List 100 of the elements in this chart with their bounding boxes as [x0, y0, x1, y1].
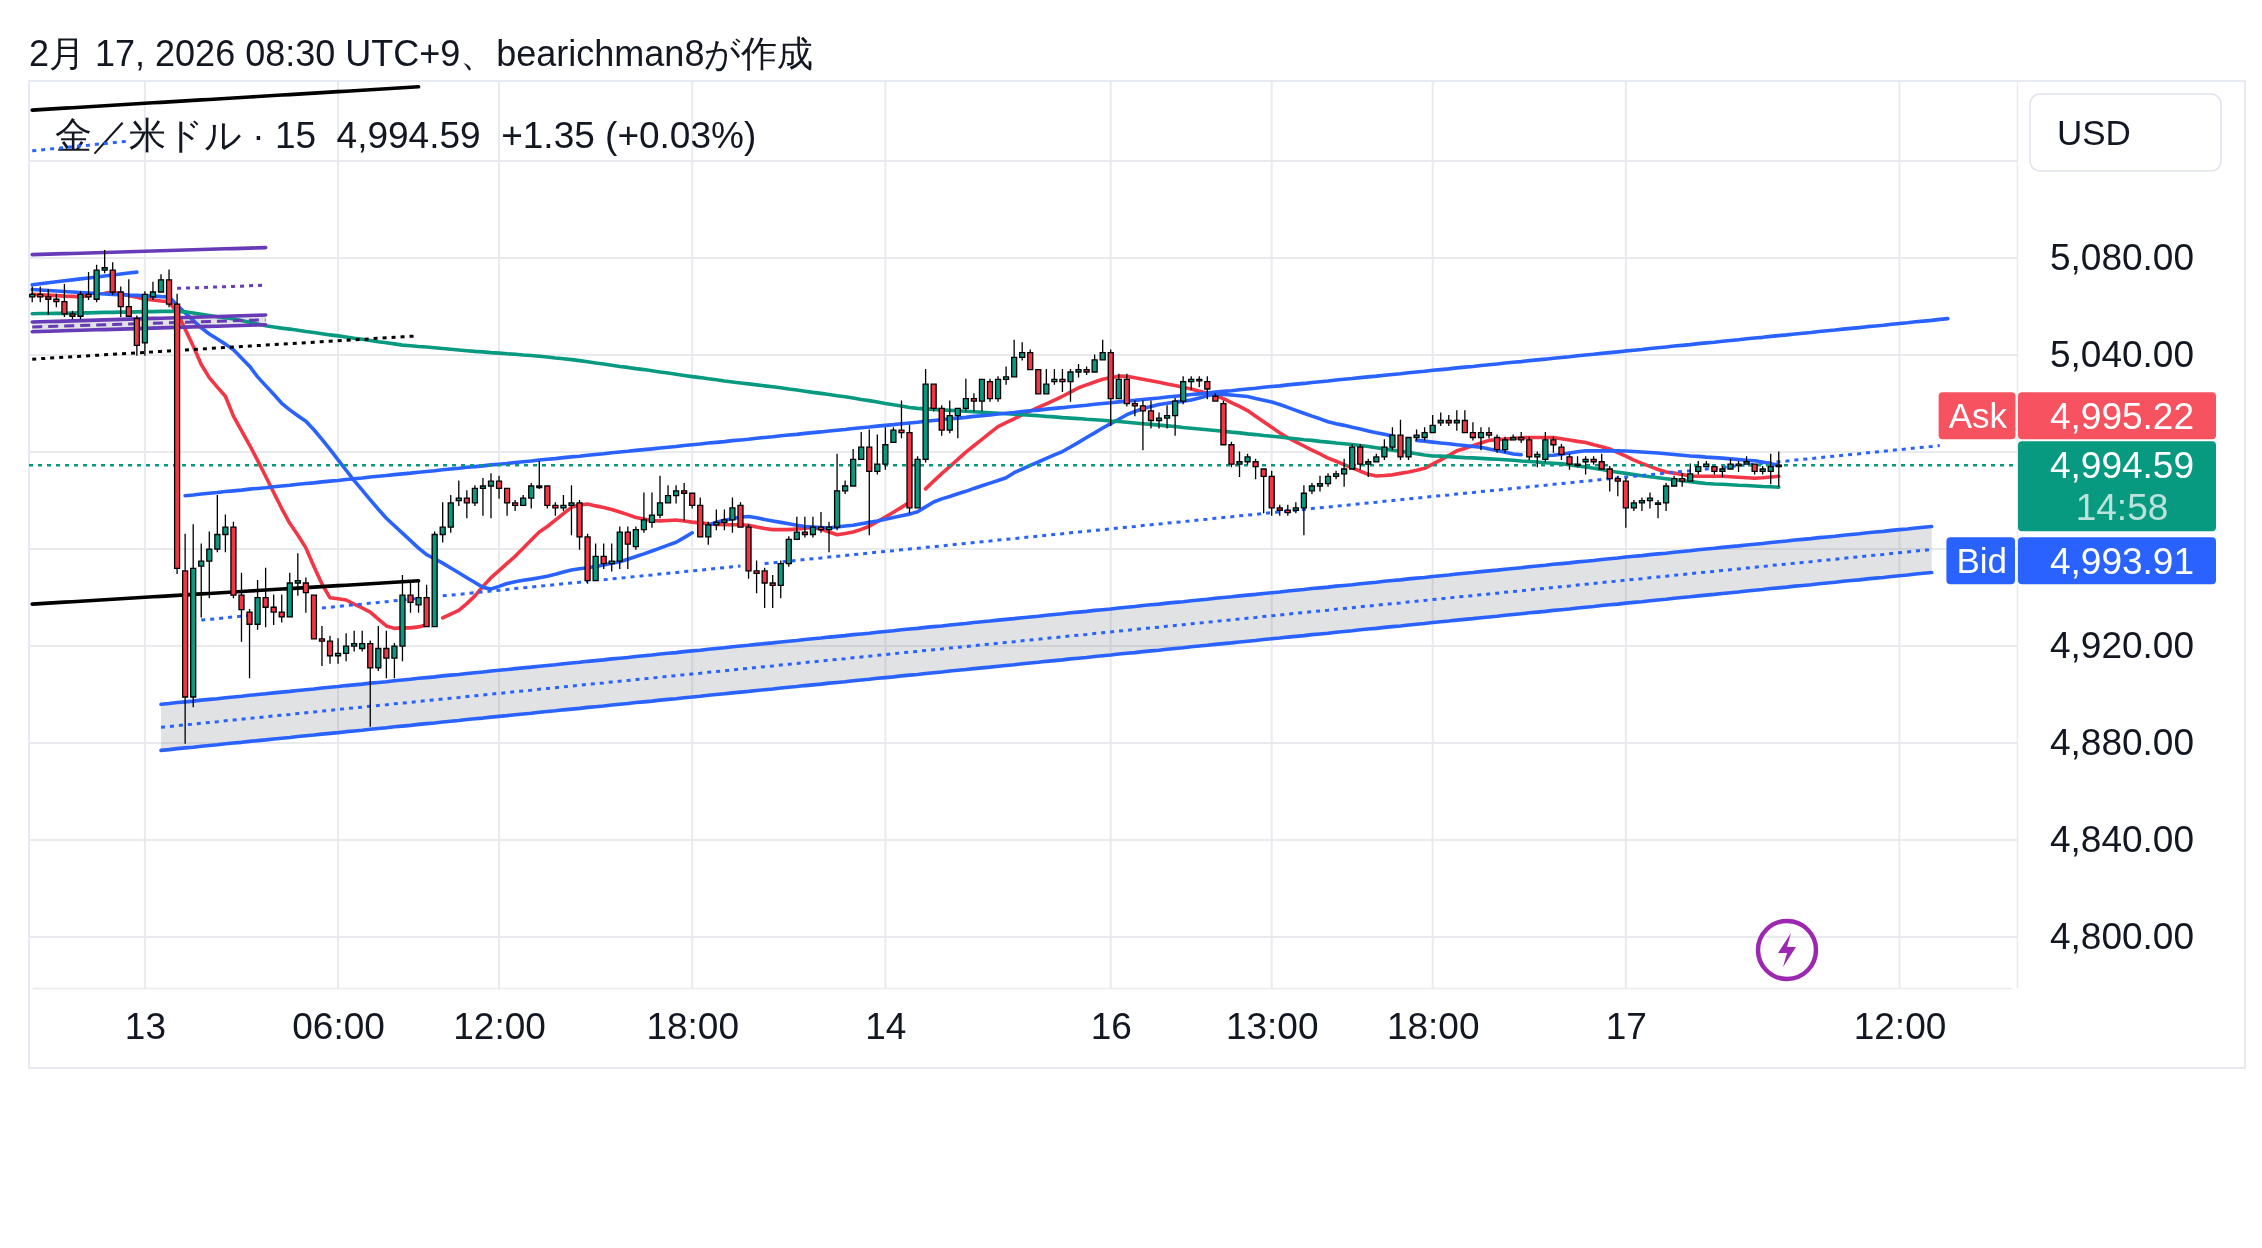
candlestick [520, 495, 527, 507]
candlestick [310, 594, 318, 640]
candlestick [1598, 453, 1605, 470]
text: 4,993.91 [2049, 541, 2195, 583]
candlestick [1308, 482, 1316, 494]
candlestick [1550, 436, 1557, 453]
candlestick [1662, 482, 1670, 511]
candlestick [1332, 470, 1340, 480]
candlestick [1558, 444, 1565, 460]
candlestick [858, 431, 865, 460]
candlestick [1316, 475, 1324, 492]
candlestick [1622, 478, 1629, 528]
y-tick-label: 5,040.00 [2049, 334, 2195, 376]
line-series [30, 313, 268, 324]
candlestick [1180, 376, 1187, 405]
candlestick [1163, 405, 1171, 429]
candlestick [713, 509, 720, 531]
candlestick [1638, 497, 1646, 511]
candlestick [689, 492, 696, 509]
annotation: Bid [1956, 541, 2007, 581]
candlestick [1759, 465, 1766, 475]
candlestick [1147, 400, 1155, 429]
candlestick [841, 480, 849, 494]
candlestick [495, 475, 503, 499]
candlestick [930, 383, 937, 412]
candlestick [817, 512, 825, 533]
candlestick [624, 526, 631, 570]
candlestick [455, 480, 462, 507]
candlestick [1099, 339, 1106, 361]
candlestick [1445, 415, 1452, 427]
candlestick [1679, 473, 1686, 487]
candlestick [1542, 431, 1549, 463]
candlestick [809, 516, 817, 538]
candlestick [1139, 400, 1147, 451]
candlestick [1437, 412, 1444, 427]
y-tick-label: 4,840.00 [2049, 819, 2195, 861]
candlestick [1292, 502, 1299, 514]
line-series [30, 322, 268, 334]
candlestick [1284, 504, 1291, 516]
candlestick [1276, 504, 1283, 516]
candlestick [1268, 470, 1275, 516]
line-series [30, 245, 268, 257]
candlestick [938, 405, 945, 436]
x-tick-label: 18:00 [646, 1006, 739, 1048]
candlestick [1131, 400, 1139, 417]
candlestick [1461, 410, 1469, 434]
candlestick [672, 485, 680, 504]
candlestick [1171, 398, 1179, 436]
candlestick [270, 594, 277, 625]
candlestick [431, 531, 438, 628]
candlestick [359, 630, 366, 652]
candlestick [1614, 475, 1621, 497]
candlestick [1469, 422, 1477, 441]
candlestick [962, 378, 969, 412]
candlestick [375, 626, 382, 671]
candlestick [769, 575, 776, 608]
candlestick [664, 485, 672, 504]
y-tick-label: 4,880.00 [2049, 722, 2195, 764]
candlestick [978, 378, 986, 412]
candlestick [278, 594, 285, 623]
candlestick [29, 286, 36, 303]
candlestick [874, 434, 881, 475]
x-tick-label: 06:00 [292, 1006, 385, 1048]
candlestick [503, 487, 511, 516]
x-tick-label: 13 [124, 1006, 166, 1048]
candlestick [1188, 376, 1195, 390]
y-axis-title: USD [2057, 113, 2131, 152]
candlestick [1107, 349, 1114, 427]
x-tick-label: 12:00 [1853, 1006, 1947, 1048]
candlestick [1035, 368, 1042, 395]
candlestick [1646, 492, 1654, 509]
candlestick [632, 526, 640, 550]
candlestick [536, 461, 543, 490]
x-tick-label: 16 [1090, 1006, 1132, 1048]
candlestick [318, 626, 326, 667]
candlestick [825, 521, 833, 553]
candlestick [1485, 427, 1493, 439]
candlestick [173, 293, 181, 574]
y-tick-label: 4,920.00 [2049, 625, 2195, 667]
candlestick [447, 495, 454, 533]
candlestick [785, 536, 792, 567]
candlestick [326, 635, 334, 664]
x-tick-label: 12:00 [453, 1006, 546, 1048]
candlestick [681, 482, 688, 521]
candlestick [1324, 473, 1332, 487]
candlestick [487, 473, 495, 519]
candlestick [479, 478, 487, 516]
chart-title: 2月 17, 2026 08:30 UTC+9、bearichman8が作成 [29, 33, 814, 74]
candlestick [705, 521, 712, 545]
candlestick [1212, 393, 1219, 402]
candlestick [471, 485, 479, 507]
candlestick [640, 492, 648, 533]
candlestick [1703, 461, 1710, 468]
candlestick [1027, 349, 1034, 371]
candlestick [1606, 465, 1613, 492]
annotation: Ask [1948, 396, 2008, 436]
candlestick [801, 516, 809, 538]
candlestick [994, 376, 1002, 402]
candlestick [1011, 339, 1018, 378]
candlestick [697, 497, 704, 538]
